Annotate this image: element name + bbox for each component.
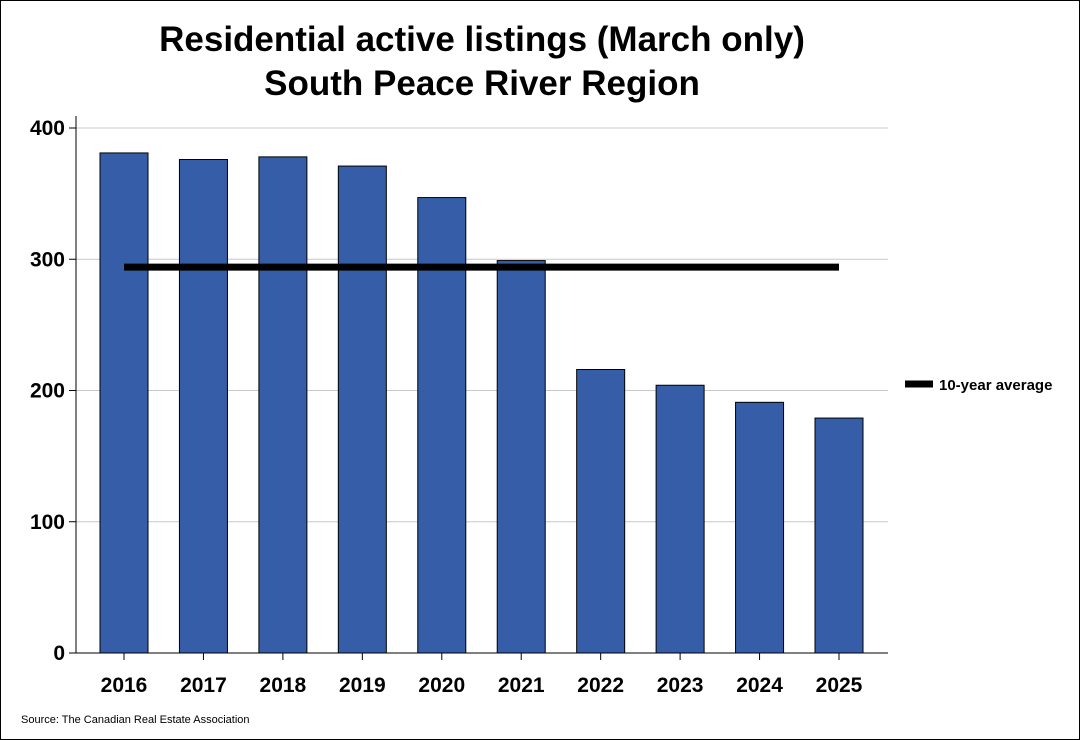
x-tick-label-2017: 2017 (180, 674, 227, 697)
bar-2020 (417, 197, 467, 654)
x-tick-label-2016: 2016 (101, 674, 148, 697)
x-tick-label-2020: 2020 (418, 674, 465, 697)
bar-2022 (576, 369, 626, 654)
bar-2024 (735, 401, 785, 654)
bar-2016 (99, 152, 149, 654)
bar-2025 (814, 417, 864, 654)
x-tick-label-2022: 2022 (577, 674, 624, 697)
x-tick-label-2023: 2023 (657, 674, 704, 697)
bar-2019 (337, 165, 387, 654)
x-tick-label-2024: 2024 (736, 674, 783, 697)
x-tick-label-2019: 2019 (339, 674, 386, 697)
y-tick-label-100: 100 (30, 511, 65, 534)
y-tick-label-300: 300 (30, 248, 65, 271)
y-tick-label-400: 400 (30, 117, 65, 140)
x-tick-label-2018: 2018 (260, 674, 307, 697)
chart-title-line-1: Residential active listings (March only) (159, 20, 805, 59)
x-tick-labels: 2016 2017 2018 2019 2020 2021 2022 2023 2024 2025 (101, 674, 863, 697)
legend-label-10-year-average: 10-year average (939, 377, 1052, 394)
bar-2018 (258, 156, 308, 654)
bar-2017 (178, 159, 228, 654)
y-tick-label-200: 200 (30, 380, 65, 403)
x-tick-label-2021: 2021 (498, 674, 545, 697)
bar-2023 (655, 384, 705, 654)
x-tick-label-2025: 2025 (816, 674, 863, 697)
legend: 10-year average (905, 377, 1052, 394)
chart-title-line-2: South Peace River Region (264, 64, 700, 103)
bar-2021 (496, 260, 546, 654)
axes (69, 116, 888, 660)
y-tick-label-0: 0 (53, 642, 65, 665)
source-note: Source: The Canadian Real Estate Associa… (21, 714, 250, 726)
bars (99, 152, 864, 654)
y-tick-labels: 0 100 200 300 400 (30, 117, 65, 665)
